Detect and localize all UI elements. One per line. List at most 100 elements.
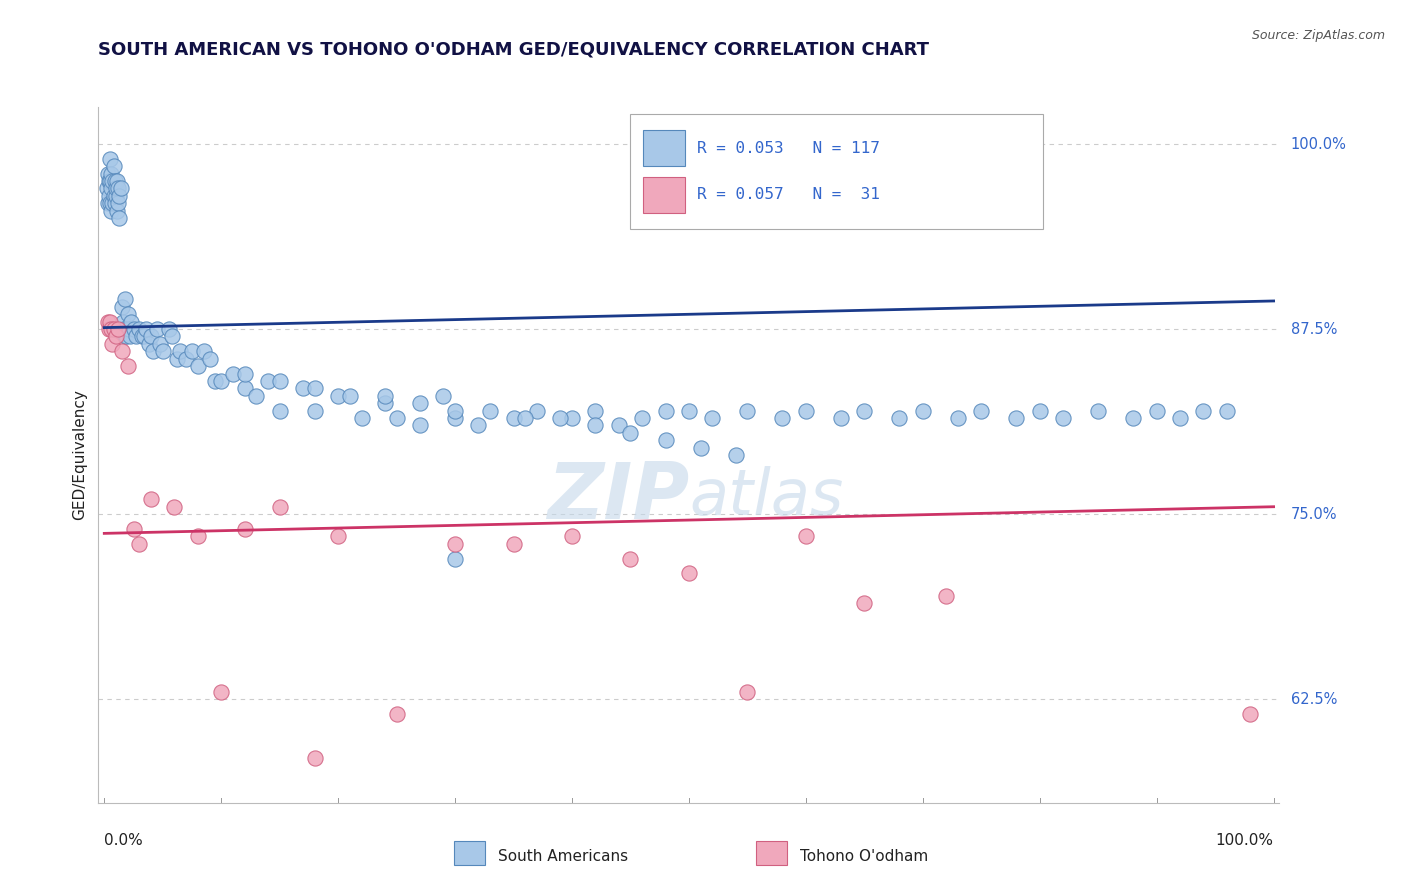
Point xyxy=(607,418,630,433)
Point xyxy=(110,181,132,195)
Point xyxy=(97,174,120,188)
Point xyxy=(142,344,165,359)
Point xyxy=(100,322,122,336)
Point xyxy=(138,337,160,351)
Point xyxy=(583,418,606,433)
Point xyxy=(104,174,127,188)
FancyBboxPatch shape xyxy=(643,130,685,166)
Point xyxy=(204,374,226,388)
Point xyxy=(970,403,993,417)
Point xyxy=(444,537,467,551)
Point xyxy=(97,167,120,181)
Point xyxy=(385,706,408,721)
Point xyxy=(233,522,256,536)
Point xyxy=(526,403,548,417)
Point xyxy=(117,307,139,321)
Point xyxy=(100,203,122,218)
Point xyxy=(374,396,396,410)
Point xyxy=(120,315,142,329)
Point xyxy=(198,351,221,366)
Point xyxy=(1052,411,1074,425)
Point xyxy=(794,529,817,543)
Point xyxy=(654,403,676,417)
Point xyxy=(209,374,232,388)
Point xyxy=(157,322,180,336)
Point xyxy=(479,403,502,417)
Point xyxy=(269,500,291,514)
Point xyxy=(561,411,583,425)
Point xyxy=(122,322,145,336)
Point xyxy=(1029,403,1052,417)
Point xyxy=(108,211,131,225)
Text: 0.0%: 0.0% xyxy=(104,833,143,848)
Point xyxy=(1087,403,1109,417)
Point xyxy=(374,389,396,403)
Point xyxy=(128,322,150,336)
Point xyxy=(409,396,432,410)
Point xyxy=(853,403,876,417)
Point xyxy=(1192,403,1215,417)
Point xyxy=(269,374,291,388)
Point xyxy=(118,329,141,343)
Point xyxy=(269,403,291,417)
Point xyxy=(737,403,759,417)
Point xyxy=(1005,411,1028,425)
Point xyxy=(166,351,188,366)
FancyBboxPatch shape xyxy=(643,177,685,213)
Point xyxy=(515,411,537,425)
Point xyxy=(583,403,606,417)
Point xyxy=(209,685,232,699)
Text: South Americans: South Americans xyxy=(498,849,628,863)
Point xyxy=(131,329,153,343)
Point xyxy=(257,374,280,388)
Point xyxy=(631,411,654,425)
Point xyxy=(935,589,957,603)
Point xyxy=(561,529,583,543)
Point xyxy=(619,425,641,440)
Point xyxy=(444,411,467,425)
Point xyxy=(104,189,127,203)
Point xyxy=(98,152,121,166)
Point xyxy=(304,403,326,417)
Point xyxy=(304,751,326,765)
Point xyxy=(105,203,128,218)
Point xyxy=(946,411,969,425)
Point xyxy=(193,344,215,359)
Point xyxy=(107,181,129,195)
Point xyxy=(139,492,162,507)
Point xyxy=(233,381,256,395)
Point xyxy=(160,329,183,343)
Point xyxy=(432,389,454,403)
Point xyxy=(245,389,267,403)
Point xyxy=(772,411,794,425)
Point xyxy=(104,181,127,195)
Point xyxy=(550,411,572,425)
Point xyxy=(292,381,315,395)
Point xyxy=(326,389,349,403)
Point xyxy=(149,337,172,351)
Point xyxy=(1122,411,1144,425)
Text: Source: ZipAtlas.com: Source: ZipAtlas.com xyxy=(1251,29,1385,42)
Point xyxy=(108,189,131,203)
Point xyxy=(502,411,524,425)
Point xyxy=(350,411,373,425)
Point xyxy=(97,315,120,329)
Text: 87.5%: 87.5% xyxy=(1291,322,1337,336)
Point xyxy=(98,315,121,329)
Point xyxy=(174,351,197,366)
Point xyxy=(187,359,209,373)
Point xyxy=(139,329,162,343)
Point xyxy=(107,196,129,211)
Point xyxy=(112,322,135,336)
Text: ZIP: ZIP xyxy=(547,458,689,534)
Point xyxy=(678,566,700,581)
Point xyxy=(181,344,204,359)
Point xyxy=(117,359,139,373)
Point xyxy=(111,300,134,314)
Point xyxy=(1216,403,1239,417)
Point xyxy=(96,181,118,195)
Point xyxy=(107,322,129,336)
Point xyxy=(111,344,134,359)
Point xyxy=(114,293,136,307)
Point xyxy=(101,174,124,188)
